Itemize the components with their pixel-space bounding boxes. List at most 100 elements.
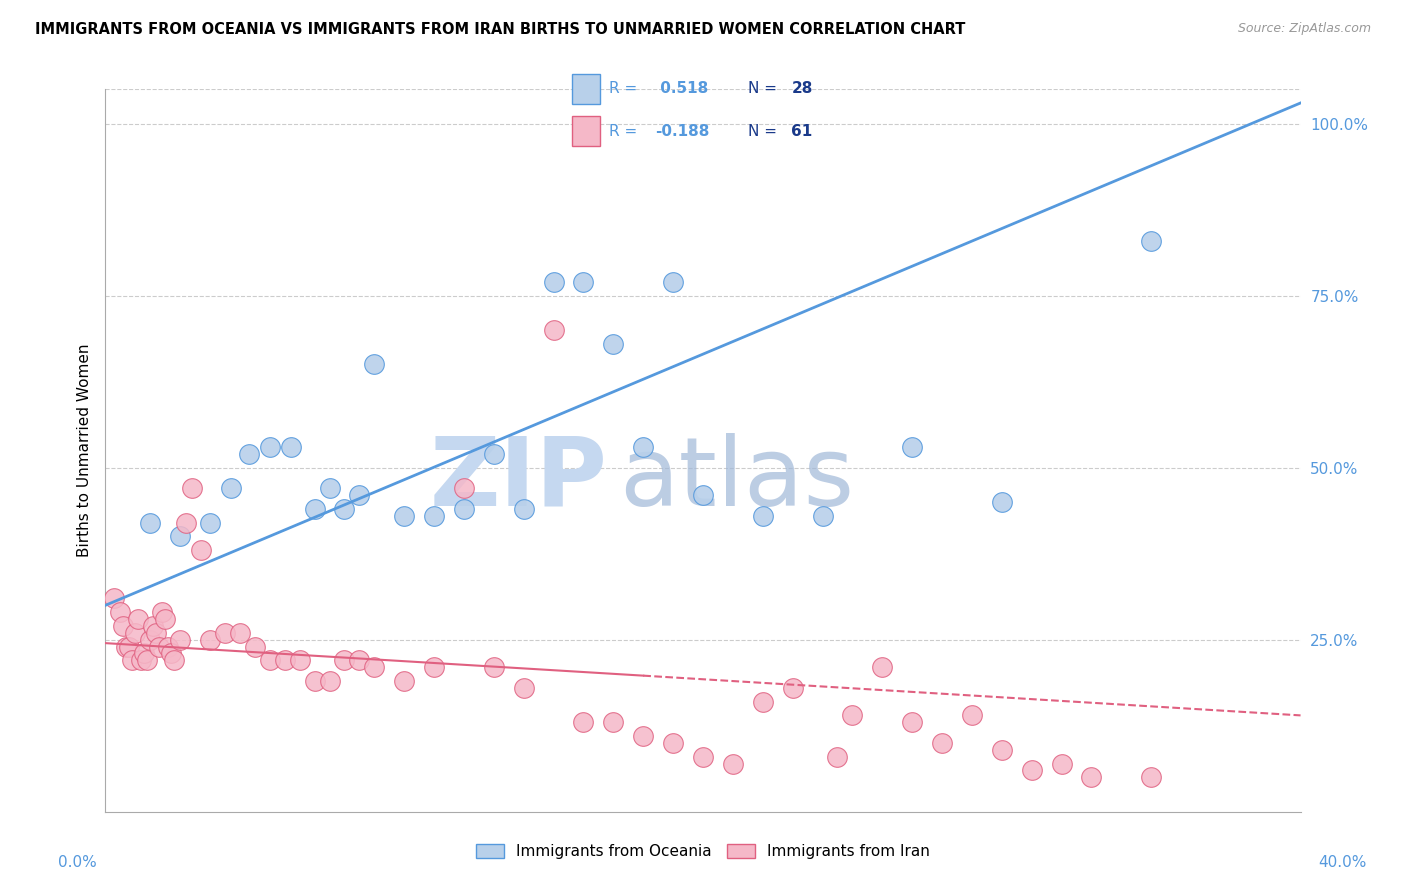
Point: [692, 749, 714, 764]
Point: [1080, 770, 1102, 784]
Point: [198, 516, 221, 530]
Point: [163, 653, 186, 667]
Point: [392, 508, 416, 523]
Point: [782, 681, 804, 695]
Text: R =: R =: [609, 124, 643, 138]
Point: [129, 653, 153, 667]
Point: [1140, 234, 1163, 248]
Point: [349, 653, 371, 667]
Text: 28: 28: [792, 81, 813, 96]
Point: [333, 653, 356, 667]
FancyBboxPatch shape: [572, 117, 599, 146]
Point: [721, 756, 744, 771]
Text: N =: N =: [748, 81, 782, 96]
Point: [139, 516, 162, 530]
Point: [229, 625, 252, 640]
Point: [259, 440, 281, 454]
Point: [118, 640, 141, 654]
Point: [1021, 764, 1043, 778]
Point: [633, 729, 655, 743]
Point: [110, 605, 132, 619]
Point: [872, 660, 894, 674]
Point: [931, 736, 953, 750]
Point: [157, 640, 180, 654]
Point: [662, 736, 685, 750]
Point: [238, 447, 260, 461]
Point: [572, 715, 595, 730]
Point: [160, 647, 183, 661]
Point: [392, 673, 416, 688]
Point: [602, 715, 624, 730]
Point: [423, 508, 446, 523]
Point: [198, 632, 221, 647]
Point: [662, 275, 685, 289]
Point: [572, 275, 595, 289]
Point: [363, 358, 385, 372]
Point: [901, 440, 924, 454]
Y-axis label: Births to Unmarried Women: Births to Unmarried Women: [76, 343, 91, 558]
Point: [1140, 770, 1163, 784]
FancyBboxPatch shape: [572, 74, 599, 103]
Point: [751, 695, 773, 709]
Text: R =: R =: [609, 81, 643, 96]
Point: [136, 653, 159, 667]
Point: [134, 647, 156, 661]
Text: Source: ZipAtlas.com: Source: ZipAtlas.com: [1237, 22, 1371, 36]
Point: [692, 488, 714, 502]
Point: [304, 502, 326, 516]
Point: [127, 612, 149, 626]
Point: [633, 440, 655, 454]
Point: [333, 502, 356, 516]
Point: [513, 681, 536, 695]
Point: [273, 653, 295, 667]
Point: [453, 481, 475, 495]
Point: [960, 708, 983, 723]
Point: [169, 529, 191, 543]
Text: IMMIGRANTS FROM OCEANIA VS IMMIGRANTS FROM IRAN BIRTHS TO UNMARRIED WOMEN CORREL: IMMIGRANTS FROM OCEANIA VS IMMIGRANTS FR…: [35, 22, 966, 37]
Point: [453, 502, 475, 516]
Point: [543, 323, 565, 337]
Point: [121, 653, 143, 667]
Text: 0.518: 0.518: [655, 81, 709, 96]
Text: ZIP: ZIP: [429, 433, 607, 526]
Text: 0.0%: 0.0%: [58, 855, 97, 870]
Point: [318, 481, 340, 495]
Point: [304, 673, 326, 688]
Point: [318, 673, 340, 688]
Point: [150, 605, 173, 619]
Point: [115, 640, 138, 654]
Point: [153, 612, 177, 626]
Point: [181, 481, 204, 495]
Point: [990, 495, 1012, 509]
Point: [124, 625, 146, 640]
Point: [543, 275, 565, 289]
Point: [148, 640, 170, 654]
Point: [811, 508, 834, 523]
Point: [827, 749, 849, 764]
Point: [219, 481, 242, 495]
Point: [142, 619, 165, 633]
Point: [174, 516, 197, 530]
Text: 40.0%: 40.0%: [1319, 855, 1367, 870]
Point: [112, 619, 135, 633]
Point: [349, 488, 371, 502]
Point: [145, 625, 167, 640]
Point: [990, 743, 1012, 757]
Point: [482, 447, 505, 461]
Point: [513, 502, 536, 516]
Point: [363, 660, 385, 674]
Legend: Immigrants from Oceania, Immigrants from Iran: Immigrants from Oceania, Immigrants from…: [470, 838, 936, 865]
Text: N =: N =: [748, 124, 782, 138]
Point: [214, 625, 236, 640]
Point: [751, 508, 773, 523]
Point: [259, 653, 281, 667]
Point: [243, 640, 266, 654]
Point: [901, 715, 924, 730]
Point: [602, 336, 624, 351]
Point: [280, 440, 302, 454]
Point: [169, 632, 191, 647]
Text: 61: 61: [792, 124, 813, 138]
Point: [482, 660, 505, 674]
Point: [841, 708, 863, 723]
Point: [190, 543, 212, 558]
